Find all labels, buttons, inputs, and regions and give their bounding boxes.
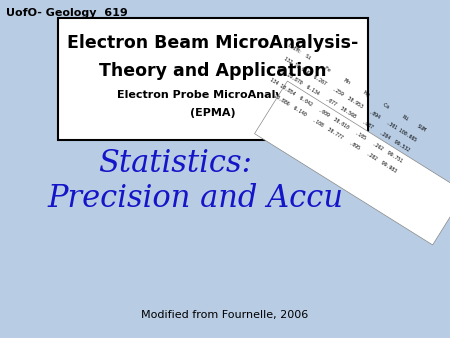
Text: Electron Beam MicroAnalysis-: Electron Beam MicroAnalysis- <box>68 34 359 52</box>
Text: (EPMA): (EPMA) <box>190 108 236 118</box>
Text: UofO- Geology  619: UofO- Geology 619 <box>6 8 128 18</box>
Text: 10.886  6.140   .108  30.777   .095   .282  99.983: 10.886 6.140 .108 30.777 .095 .282 99.98… <box>261 86 397 174</box>
Text: 134 10.854  6.042   .009  30.010   .105   .262  99.751: 134 10.854 6.042 .009 30.010 .105 .262 9… <box>267 75 404 164</box>
Text: ELEM:  Si      Fe      Mn      Mg      Ca      Ni    SUM: ELEM: Si Fe Mn Mg Ca Ni SUM <box>287 43 426 133</box>
Text: Modified from Fournelle, 2006: Modified from Fournelle, 2006 <box>141 310 309 320</box>
Text: Precision and Accu: Precision and Accu <box>47 183 343 214</box>
Polygon shape <box>255 81 450 245</box>
Text: Statistics:: Statistics: <box>98 148 252 179</box>
FancyBboxPatch shape <box>58 18 368 140</box>
Text: 132 10.956  6.267   .259  30.953   .094   .301 100.665: 132 10.956 6.267 .259 30.953 .094 .301 1… <box>280 54 417 142</box>
Text: 133 10.870  6.134   .077  30.568   .087   .284  99.532: 133 10.870 6.134 .077 30.568 .087 .284 9… <box>274 65 410 153</box>
Text: Theory and Application: Theory and Application <box>99 62 327 80</box>
Text: Electron Probe MicroAnalysis -: Electron Probe MicroAnalysis - <box>117 90 309 100</box>
